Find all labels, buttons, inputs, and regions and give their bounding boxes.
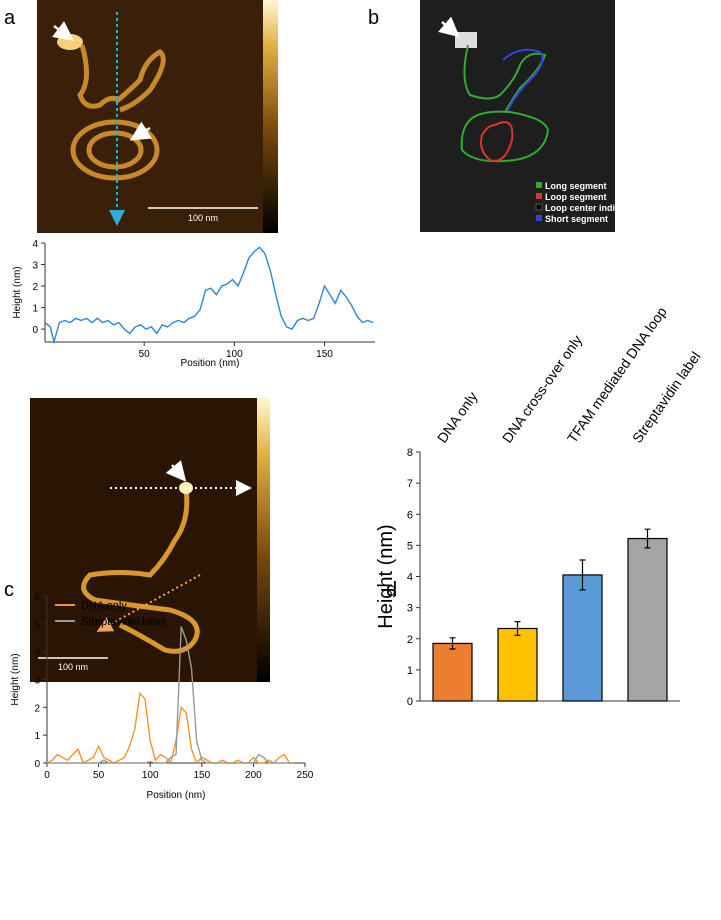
y-tick-label: 0 bbox=[34, 759, 40, 770]
y-tick-label: 1 bbox=[32, 304, 38, 315]
y-tick-label: 7 bbox=[407, 478, 413, 490]
legend-label: DNA only bbox=[81, 600, 127, 612]
error-bar bbox=[579, 559, 586, 591]
x-tick-label: 150 bbox=[316, 349, 333, 360]
x-tick-label: 100 bbox=[142, 770, 159, 781]
y-tick-label: 0 bbox=[407, 696, 413, 708]
y-tick-label: 1 bbox=[407, 665, 413, 677]
line-series bbox=[44, 246, 374, 345]
y-tick-label: 0 bbox=[32, 325, 38, 336]
line-series bbox=[46, 691, 295, 765]
error-bar bbox=[644, 528, 651, 549]
y-tick-label: 3 bbox=[34, 676, 40, 687]
x-axis-label: Position (nm) bbox=[147, 790, 206, 801]
y-tick-label: 4 bbox=[407, 572, 413, 584]
image-legend-entry: Loop center indicator bbox=[545, 203, 638, 213]
y-tick-label: 4 bbox=[32, 239, 38, 250]
y-tick-label: 1 bbox=[34, 731, 40, 742]
panel-label: a bbox=[4, 7, 16, 29]
scale-bar-label: 100 nm bbox=[188, 213, 218, 223]
error-bar bbox=[449, 637, 456, 650]
x-axis-label: Position (nm) bbox=[181, 358, 240, 369]
x-tick-label: 0 bbox=[44, 770, 50, 781]
afm-image-a: 100 nm bbox=[37, 0, 278, 233]
y-axis-label: Height (nm) bbox=[10, 653, 21, 705]
y-tick-label: 2 bbox=[32, 282, 38, 293]
x-tick-label: 50 bbox=[93, 770, 105, 781]
y-tick-label: 6 bbox=[407, 509, 413, 521]
y-tick-label: 2 bbox=[407, 634, 413, 646]
scale-bar-label: 100 nm bbox=[58, 662, 88, 672]
y-tick-label: 5 bbox=[34, 620, 40, 631]
afm-image-c: 100 nm bbox=[30, 398, 270, 682]
image-legend-entry: Loop segment bbox=[545, 192, 607, 202]
legend-label: Streptavidin label bbox=[81, 616, 165, 628]
error-bar bbox=[514, 621, 521, 636]
bar bbox=[627, 537, 668, 702]
x-tick-label: 250 bbox=[297, 770, 314, 781]
x-tick-label: 150 bbox=[193, 770, 210, 781]
bar bbox=[432, 642, 473, 702]
image-legend-entry: Short segment bbox=[545, 214, 608, 224]
afm-image-b: Long segment Loop segment Loop center in… bbox=[420, 0, 638, 232]
x-tick-label: 50 bbox=[139, 349, 151, 360]
x-tick-label: 100 bbox=[226, 349, 243, 360]
y-tick-label: 3 bbox=[32, 261, 38, 272]
bar bbox=[497, 627, 538, 702]
panel-label: c bbox=[4, 579, 14, 601]
panel-label: b bbox=[368, 7, 379, 29]
y-tick-label: 5 bbox=[407, 540, 413, 552]
y-tick-label: 8 bbox=[407, 447, 413, 459]
y-axis-label: Height (nm) bbox=[375, 524, 397, 628]
bar bbox=[562, 574, 603, 702]
y-tick-label: 3 bbox=[407, 603, 413, 615]
y-axis-label: Height (nm) bbox=[12, 266, 23, 318]
image-legend-entry: Long segment bbox=[545, 181, 607, 191]
x-tick-label: 200 bbox=[245, 770, 262, 781]
category-label: DNA only bbox=[434, 389, 481, 446]
y-tick-label: 2 bbox=[34, 703, 40, 714]
y-tick-label: 6 bbox=[34, 592, 40, 603]
panel-label: d bbox=[386, 579, 397, 601]
category-label: Streptavidin label bbox=[629, 349, 704, 446]
line-series bbox=[47, 626, 295, 764]
y-tick-label: 4 bbox=[34, 648, 40, 659]
